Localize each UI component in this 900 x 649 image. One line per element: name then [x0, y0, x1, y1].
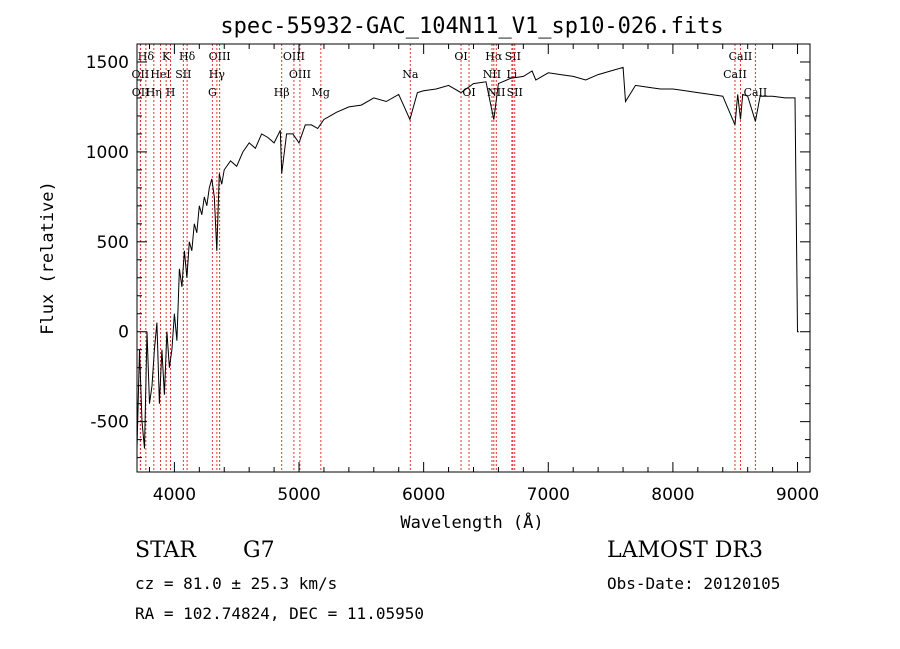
x-tick-label: 4000	[153, 485, 196, 505]
y-axis-label: Flux (relative)	[38, 181, 58, 335]
line-marker-label: SII	[505, 50, 521, 63]
chart-title: spec-55932-GAC_104N11_V1_sp10-026.fits	[220, 14, 723, 39]
line-marker-label: CaII	[744, 86, 768, 99]
y-tick-label: 1000	[86, 143, 129, 163]
line-marker-label: SII	[507, 86, 523, 99]
line-marker-label: OIII	[289, 68, 311, 81]
redshift-cz: cz = 81.0 ± 25.3 km/s	[135, 574, 338, 593]
line-marker-label: Hβ	[274, 86, 290, 99]
x-tick-label: 8000	[651, 485, 694, 505]
line-marker-label: HeI	[150, 68, 170, 81]
line-marker-label: OIII	[283, 50, 305, 63]
line-marker-label: OI	[462, 86, 475, 99]
y-tick-label: -500	[90, 413, 129, 433]
y-tick-label: 0	[118, 323, 129, 343]
line-marker-label: Hδ	[138, 50, 155, 63]
x-tick-label: 7000	[527, 485, 570, 505]
x-tick-label: 6000	[402, 485, 445, 505]
line-marker-label: OII	[132, 68, 150, 81]
survey-name: LAMOST DR3	[607, 538, 763, 563]
axis-ticks: 4000 5000 6000 7000 8000 9000 -500 0 500 1000 1500	[86, 44, 819, 505]
line-marker-label: CaII	[729, 50, 753, 63]
spectrum-line	[136, 66, 799, 449]
line-marker-label: OIII	[209, 50, 231, 63]
x-axis-label: Wavelength (Å)	[400, 511, 543, 533]
line-marker-label: Mg	[312, 86, 330, 99]
line-marker-label: H	[166, 86, 176, 99]
line-marker-label: Na	[402, 68, 419, 81]
line-marker-label: K	[162, 50, 171, 63]
line-marker-label: Hη	[146, 86, 162, 99]
line-marker-label: Hα	[485, 50, 503, 63]
observation-date: Obs-Date: 20120105	[607, 574, 781, 593]
object-class: STAR	[135, 538, 196, 563]
line-marker-label: Hδ	[179, 50, 196, 63]
line-marker-label: NII	[483, 68, 501, 81]
line-marker-label: Li	[506, 68, 517, 81]
plot-frame	[136, 43, 811, 473]
line-marker-label: NII	[487, 86, 505, 99]
line-marker-label: G	[208, 86, 217, 99]
y-tick-label: 1500	[86, 53, 129, 73]
line-marker-label: OI	[454, 50, 467, 63]
line-marker-label: CaII	[723, 68, 747, 81]
ra-dec: RA = 102.74824, DEC = 11.05950	[135, 604, 424, 623]
y-tick-label: 500	[97, 233, 129, 253]
line-marker-label: SII	[175, 68, 191, 81]
line-marker-label: OII	[132, 86, 150, 99]
object-subclass: G7	[243, 538, 275, 563]
line-marker-label: Hγ	[209, 68, 226, 81]
x-tick-label: 9000	[776, 485, 819, 505]
series-layer	[136, 66, 799, 449]
x-tick-label: 5000	[277, 485, 320, 505]
